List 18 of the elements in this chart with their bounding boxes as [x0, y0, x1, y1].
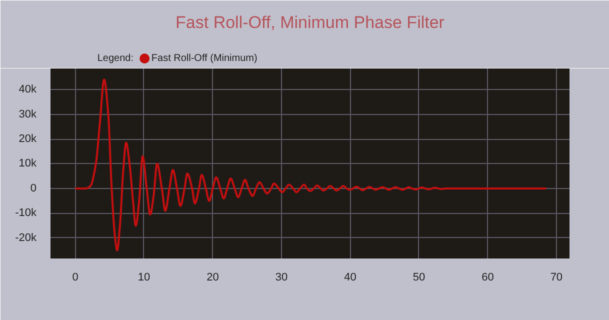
legend-label: Fast Roll-Off (Minimum): [151, 53, 258, 64]
chart-title: Fast Roll-Off, Minimum Phase Filter: [176, 13, 445, 32]
y-tick-label: -10k: [15, 207, 37, 220]
x-tick-label: 70: [550, 272, 563, 284]
x-tick-label: 50: [412, 272, 426, 284]
y-tick-label: 40k: [18, 84, 37, 96]
x-tick-label: 40: [344, 272, 356, 284]
x-tick-label: 10: [138, 272, 150, 284]
y-tick-label: 30k: [18, 108, 37, 120]
x-tick-label: 30: [275, 272, 288, 284]
y-tick-label: 20k: [18, 133, 37, 146]
y-tick-label: 0: [30, 182, 37, 194]
x-tick-label: 0: [72, 272, 78, 284]
legend-title: Legend:: [97, 53, 134, 64]
y-tick-label: -20k: [15, 232, 37, 244]
y-tick-label: 10k: [18, 158, 37, 170]
x-tick-label: 60: [482, 272, 494, 284]
x-tick-label: 20: [206, 272, 219, 284]
